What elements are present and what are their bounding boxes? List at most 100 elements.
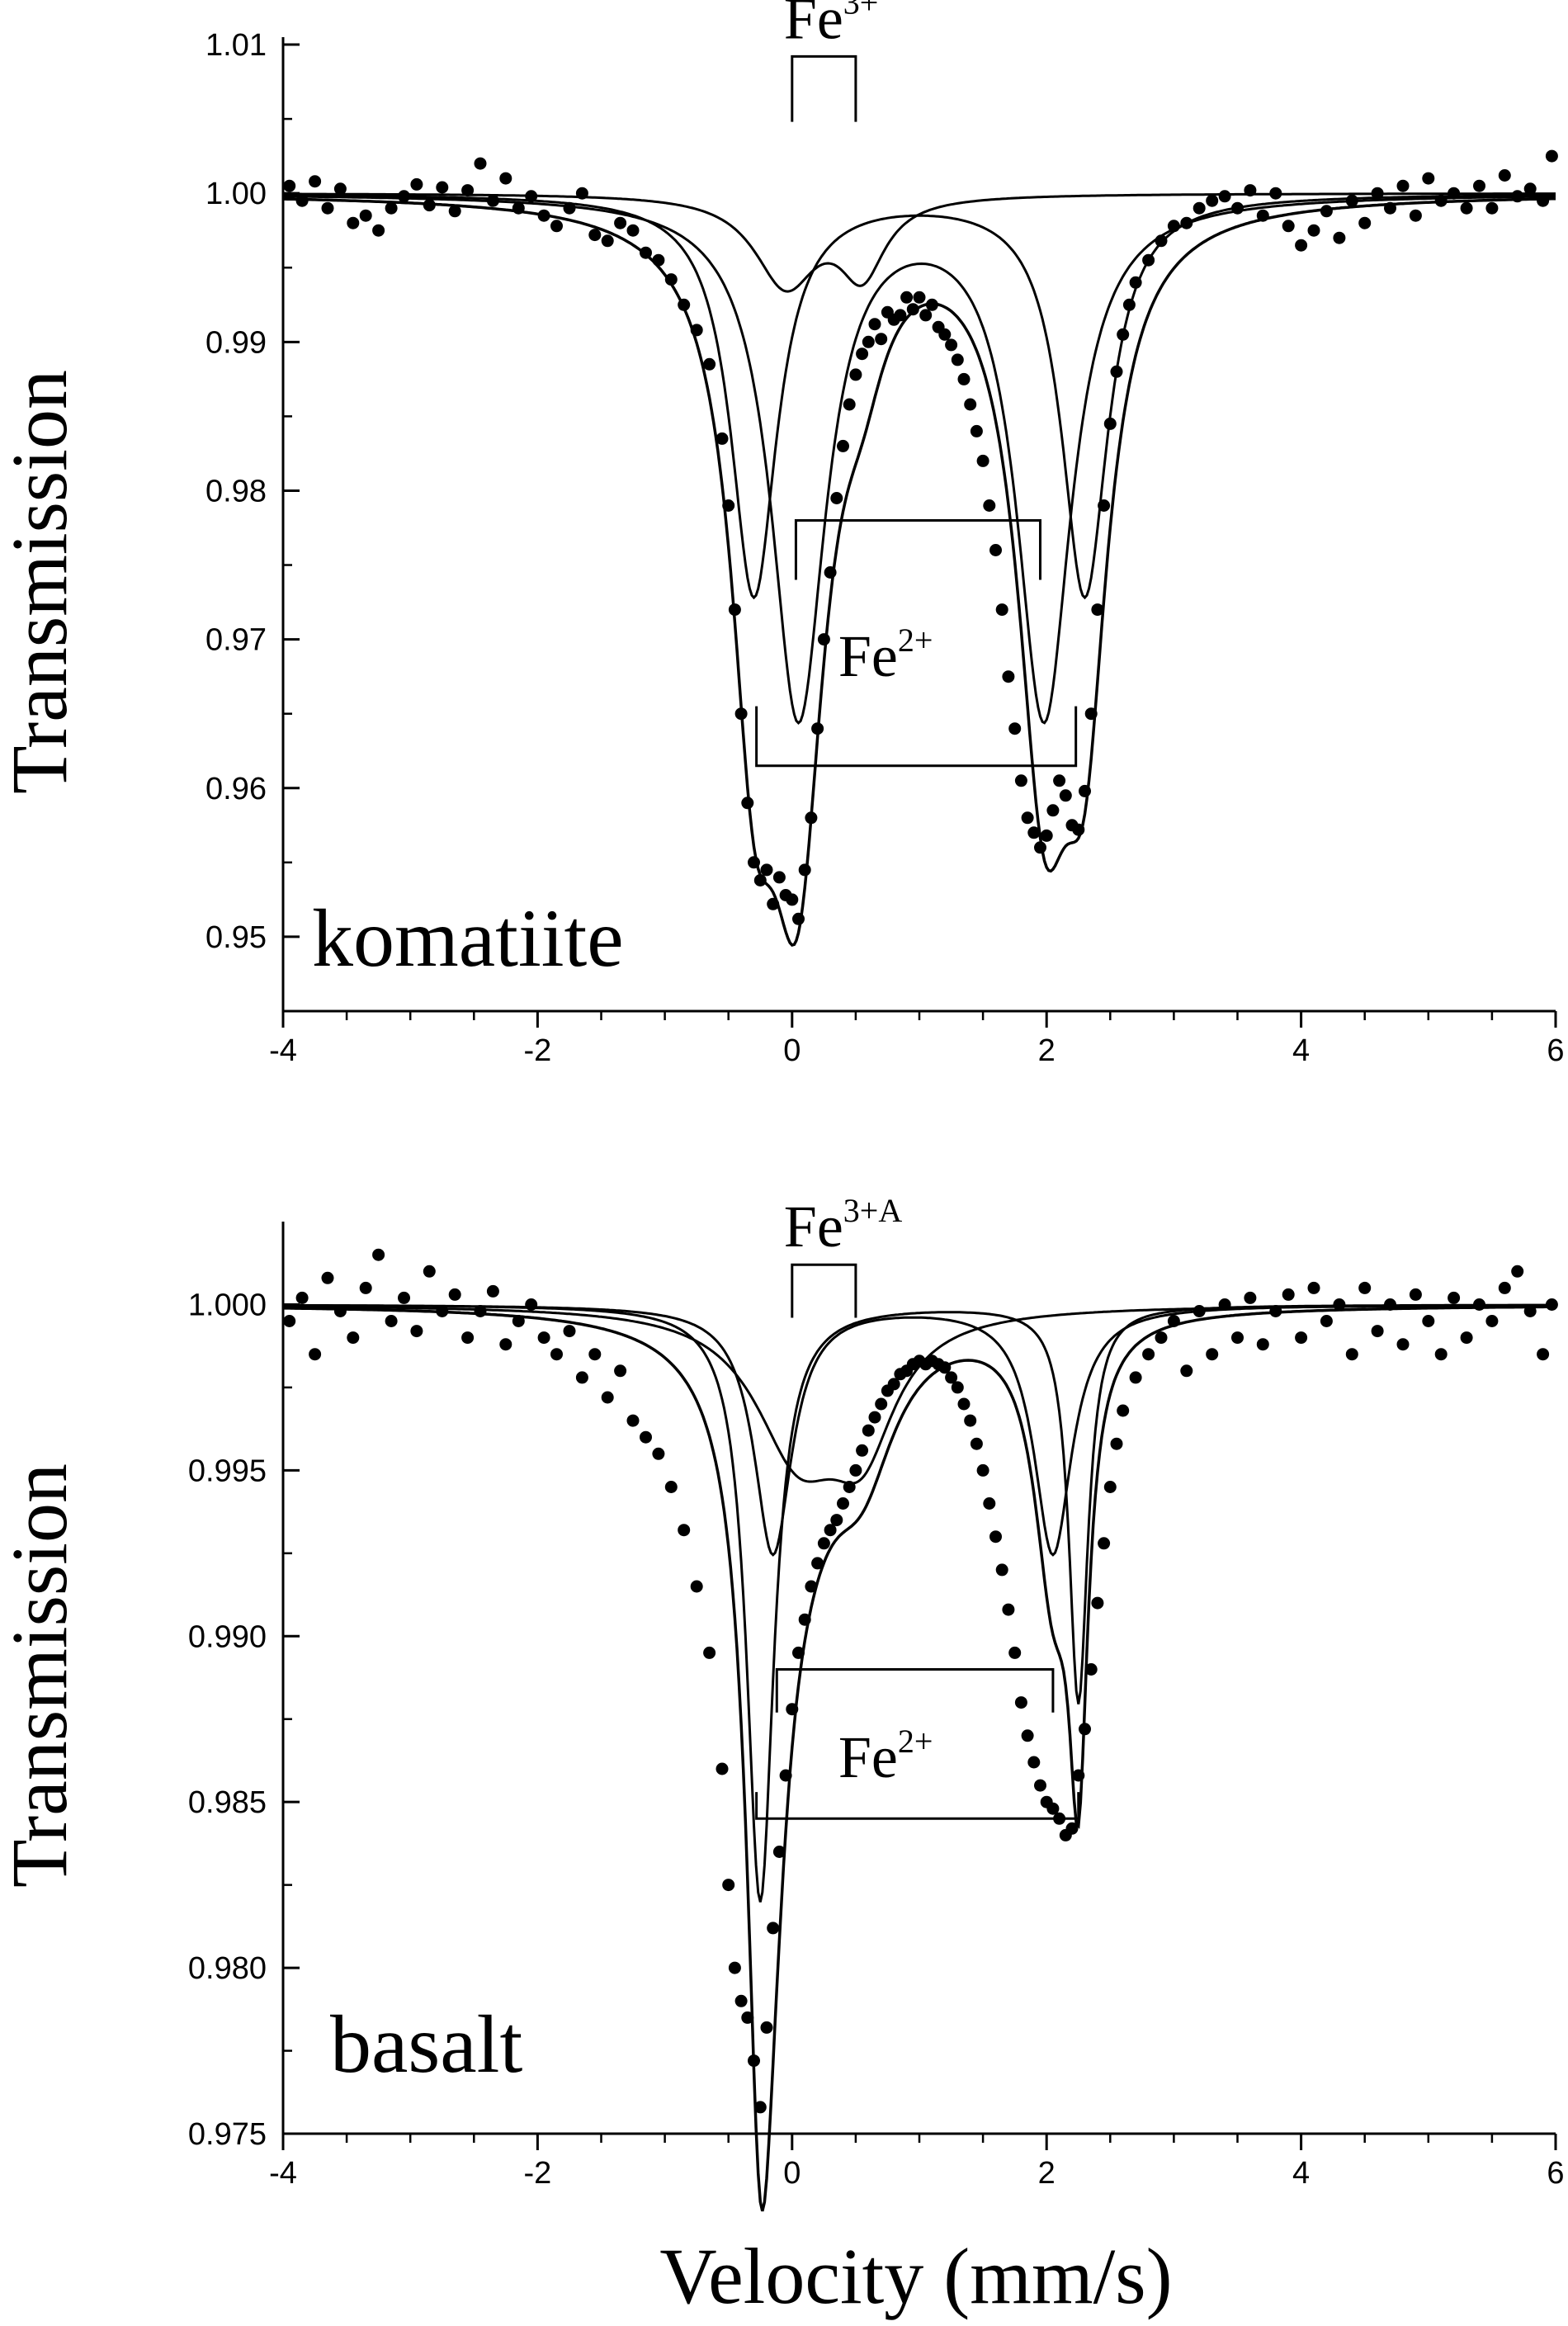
komatiite-panel: 0.950.960.970.980.991.001.01-4 -2 0 2 4 6Fe3+…: [205, 0, 1565, 1068]
data-point: [1282, 1288, 1295, 1301]
fe2-bracket: [794, 518, 1041, 580]
data-point: [1295, 1331, 1308, 1345]
data-point: [448, 1288, 461, 1301]
data-point: [1014, 774, 1027, 787]
data-point: [938, 328, 952, 341]
data-point: [410, 1325, 423, 1338]
data-point: [1244, 184, 1257, 197]
data-point: [748, 2054, 760, 2068]
data-point: [1448, 1291, 1461, 1304]
data-point: [1307, 1281, 1320, 1294]
fe2-label-sup: 2+: [898, 622, 933, 659]
data-point: [525, 1298, 538, 1311]
data-point: [295, 1291, 309, 1304]
data-point: [1129, 276, 1142, 289]
data-point: [1422, 1315, 1435, 1327]
data-point: [1218, 190, 1231, 203]
y-tick-label: 0.96: [205, 772, 267, 806]
data-point: [1448, 187, 1461, 200]
data-point: [989, 1530, 1002, 1544]
data-point: [1206, 194, 1219, 207]
data-point: [347, 216, 360, 229]
data-point: [359, 1281, 372, 1294]
data-point: [1396, 179, 1410, 192]
data-point: [575, 187, 588, 200]
data-point: [919, 309, 933, 322]
data-point: [333, 1305, 347, 1317]
data-point: [1256, 1338, 1269, 1351]
data-point: [1180, 1364, 1193, 1378]
data-point: [1098, 499, 1111, 512]
data-point: [436, 1305, 449, 1317]
data-point: [1498, 169, 1511, 182]
data-point: [843, 398, 856, 411]
data-point: [817, 1537, 830, 1550]
data-point: [550, 1348, 563, 1361]
data-point: [976, 1463, 989, 1477]
data-point: [900, 291, 914, 304]
data-point: [1180, 216, 1193, 229]
data-point: [1002, 670, 1015, 683]
fit-component-curve: [283, 1303, 1556, 1557]
data-point: [1040, 829, 1053, 842]
data-point: [1511, 1265, 1524, 1278]
data-point: [1473, 1298, 1485, 1311]
data-point: [824, 1524, 837, 1537]
x-tick-label: 6: [1547, 2156, 1564, 2191]
data-point: [1333, 231, 1346, 244]
data-point: [423, 1265, 436, 1278]
data-point: [703, 1646, 716, 1659]
data-point: [512, 201, 525, 215]
data-point: [499, 172, 512, 185]
data-point: [1244, 1291, 1257, 1304]
y-tick-label: 0.95: [205, 920, 267, 955]
data-point: [385, 1315, 398, 1327]
data-point: [1269, 1305, 1282, 1317]
data-point: [957, 372, 971, 385]
data-point: [614, 216, 627, 229]
data-point: [772, 1846, 786, 1858]
data-point: [1523, 1305, 1537, 1317]
y-tick-label: 1.000: [188, 1288, 267, 1322]
data-point: [779, 1769, 792, 1782]
data-point: [588, 1348, 602, 1361]
data-point: [512, 1315, 525, 1327]
data-point: [970, 1437, 983, 1450]
data-point: [1384, 1298, 1396, 1311]
data-point: [811, 1557, 824, 1570]
data-point: [748, 856, 760, 869]
data-point: [1473, 179, 1485, 192]
data-point: [856, 347, 869, 361]
basalt-panel: 0.975 0.980 0.985 0.990 0.995 1.000 -4 -2 0 2 4 6 Fe…: [188, 1192, 1565, 2212]
data-point: [976, 454, 989, 467]
data-point: [734, 707, 748, 721]
data-point: [1358, 1281, 1372, 1294]
data-point: [1282, 220, 1295, 233]
data-point: [1008, 1646, 1022, 1659]
fit-total-curve: [283, 196, 1556, 947]
data-point: [1422, 172, 1435, 185]
data-point: [1142, 1348, 1155, 1361]
fe3-label-base: Fe: [784, 0, 843, 51]
y-tick-label: 0.98: [205, 474, 267, 508]
x-tick-label: -4: [269, 2156, 297, 2191]
y-tick-label: 0.990: [188, 1619, 267, 1654]
data-point: [1295, 239, 1308, 252]
data-point: [734, 1994, 748, 2007]
data-point: [786, 893, 799, 906]
data-point: [875, 1397, 888, 1411]
data-point: [970, 424, 983, 437]
data-point: [1320, 205, 1333, 218]
data-point: [1460, 201, 1473, 215]
data-point: [811, 722, 824, 735]
data-point: [664, 273, 678, 286]
data-point: [601, 234, 614, 248]
data-point: [1485, 1315, 1499, 1327]
data-point: [792, 1646, 805, 1659]
y-tick-label: 0.975: [188, 2117, 267, 2152]
data-point: [678, 1524, 691, 1537]
data-point: [1358, 216, 1372, 229]
data-point: [951, 1381, 964, 1394]
data-point: [690, 1580, 703, 1593]
